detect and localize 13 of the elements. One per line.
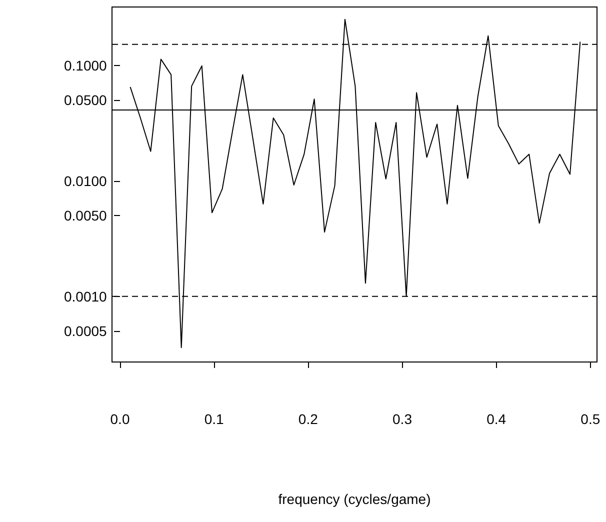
x-tick-label: 0.5 (580, 411, 600, 427)
x-tick-label: 0.3 (392, 411, 412, 427)
x-tick-label: 0.0 (110, 411, 130, 427)
x-axis-title: frequency (cycles/game) (278, 491, 431, 507)
y-tick-label: 0.0100 (64, 172, 108, 189)
x-tick-label: 0.4 (486, 411, 506, 427)
y-tick-label: 0.1000 (64, 57, 108, 74)
y-tick-label: 0.0005 (64, 323, 108, 340)
x-tick-label: 0.1 (204, 411, 224, 427)
y-tick-label: 0.0010 (64, 288, 108, 304)
x-tick-label: 0.2 (298, 411, 318, 427)
y-tick-label: 0.0050 (64, 208, 108, 224)
y-tick-label: 0.0500 (64, 92, 108, 108)
